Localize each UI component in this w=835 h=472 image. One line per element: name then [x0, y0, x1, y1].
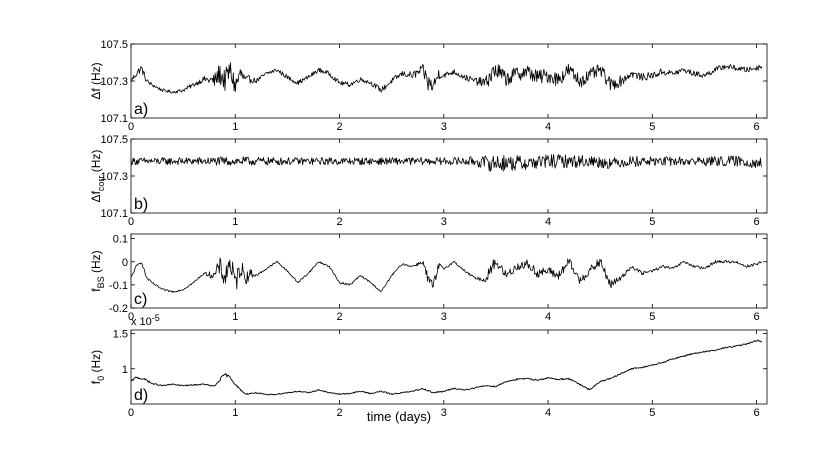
- y-tick-label: -0.1: [109, 280, 128, 292]
- y-axis-label-unit: (Hz): [89, 350, 103, 376]
- x-tick-label: 3: [441, 121, 447, 133]
- y-axis-label-subscript: corr: [96, 176, 106, 192]
- y-axis-label-subscript: 0: [96, 376, 106, 381]
- panel-b: 0 1 2 3 4 5 6 107.1 107.3 107.5 Δfcorr (Hz) b): [89, 134, 768, 228]
- x-tick-label: 2: [336, 216, 342, 228]
- y-axis-label: Δf (Hz): [89, 62, 103, 99]
- x-tick-label: 0: [128, 216, 134, 228]
- y-tick-label: 1.5: [113, 329, 128, 341]
- panel-label: d): [134, 387, 148, 404]
- y-tick-label: 107.1: [100, 113, 128, 125]
- series-line-b: [131, 154, 763, 172]
- y-axis-label: Δfcorr (Hz): [89, 150, 106, 203]
- exponent-power: -5: [152, 313, 160, 323]
- panel-c: 0 1 2 3 4 5 6 -0.2 -0.1 0 0.1 fBS (Hz) c): [89, 233, 768, 323]
- x-tick-label: 5: [649, 216, 655, 228]
- panel-label: a): [134, 101, 148, 118]
- exponent-label: x 10-5: [131, 313, 160, 328]
- x-tick-label: 1: [232, 311, 238, 323]
- x-tick-label: 6: [754, 311, 760, 323]
- series-line-c: [131, 257, 763, 293]
- x-tick-label: 6: [754, 407, 760, 419]
- y-axis-label-unit: (Hz): [89, 150, 103, 176]
- x-tick-label: 5: [649, 121, 655, 133]
- y-tick-label: 107.3: [100, 171, 128, 183]
- series-line-d: [131, 339, 763, 396]
- x-tick-label: 4: [545, 121, 551, 133]
- y-tick-label: 1: [122, 364, 128, 376]
- y-tick-label: 107.5: [100, 39, 128, 51]
- y-tick-label: 0: [122, 257, 128, 269]
- panel-label: c): [134, 291, 147, 308]
- y-axis-label-subscript: BS: [96, 276, 106, 288]
- x-tick-label: 1: [232, 121, 238, 133]
- x-tick-label: 4: [545, 311, 551, 323]
- x-tick-label: 5: [649, 407, 655, 419]
- x-tick-label: 3: [441, 407, 447, 419]
- y-axis-label: fBS (Hz): [89, 250, 106, 291]
- x-tick-label: 2: [336, 407, 342, 419]
- x-tick-label: 1: [232, 216, 238, 228]
- x-axis-label: time (days): [367, 409, 431, 424]
- y-tick-label: -0.2: [109, 303, 128, 315]
- panel-label: b): [134, 196, 148, 213]
- x-tick-label: 4: [545, 407, 551, 419]
- exponent-base: x 10: [131, 316, 152, 328]
- x-tick-label: 0: [128, 407, 134, 419]
- y-axis-label-main: f: [89, 380, 103, 384]
- x-tick-label: 6: [754, 121, 760, 133]
- x-tick-label: 6: [754, 216, 760, 228]
- x-tick-label: 2: [336, 311, 342, 323]
- x-tick-label: 4: [545, 216, 551, 228]
- y-axis-label-main: Δf (Hz): [89, 62, 103, 99]
- x-tick-label: 3: [441, 216, 447, 228]
- y-tick-label: 107.5: [100, 134, 128, 146]
- axes-frame: [130, 233, 768, 309]
- x-tick-label: 3: [441, 311, 447, 323]
- y-axis-label-main: f: [89, 288, 103, 292]
- axes-frame: [130, 43, 768, 119]
- y-tick-label: 107.1: [100, 208, 128, 220]
- x-tick-label: 2: [336, 121, 342, 133]
- axes-frame: [130, 329, 768, 405]
- x-tick-label: 0: [128, 311, 134, 323]
- panel-a: 0 1 2 3 4 5 6 107.1 107.3 107.5 Δf (Hz) a): [89, 39, 768, 133]
- x-tick-label: 1: [232, 407, 238, 419]
- y-tick-label: 107.3: [100, 76, 128, 88]
- axes-frame: [130, 138, 768, 214]
- y-tick-label: 0.1: [113, 234, 128, 246]
- x-tick-label: 5: [649, 311, 655, 323]
- y-axis-label-main: Δf: [89, 190, 103, 202]
- y-axis-label: f0 (Hz): [89, 350, 106, 384]
- x-tick-label: 0: [128, 121, 134, 133]
- y-axis-label-unit: (Hz): [89, 250, 103, 276]
- series-line-a: [131, 62, 763, 94]
